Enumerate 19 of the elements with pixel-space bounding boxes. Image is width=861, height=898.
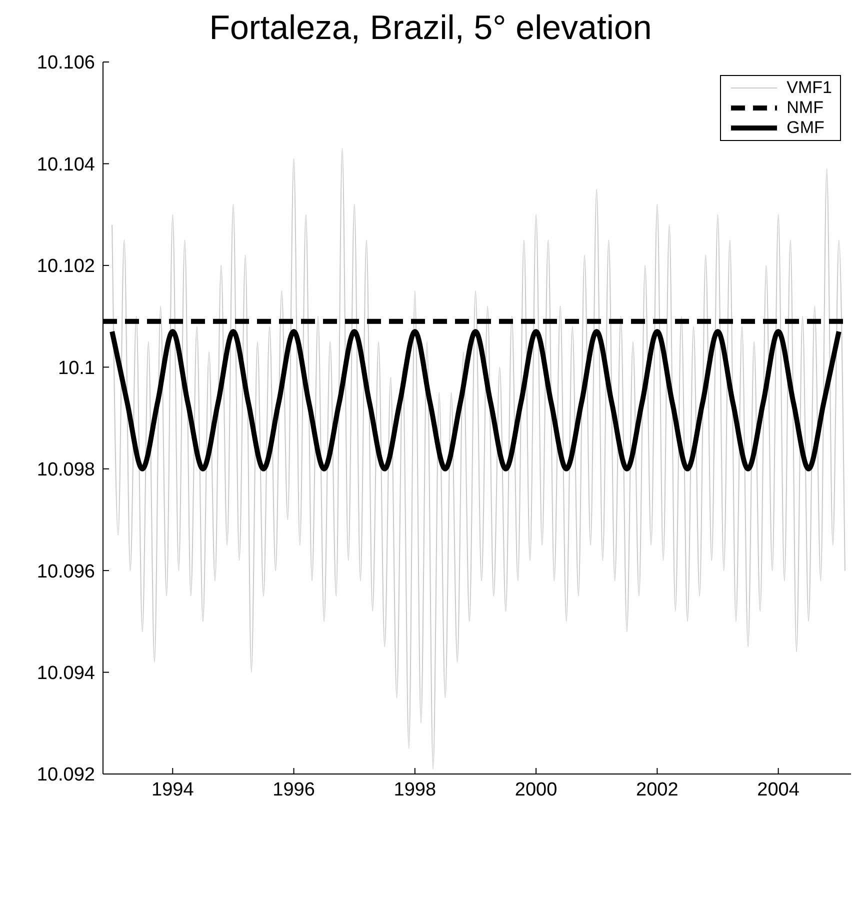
x-tick-label: 1998 (394, 779, 436, 800)
legend-label: GMF (786, 118, 824, 138)
chart-title: Fortaleza, Brazil, 5° elevation (208, 8, 653, 49)
y-tick-label: 10.096 (36, 561, 95, 582)
y-tick-label: 10.106 (36, 52, 95, 74)
x-tick-label: 2000 (514, 779, 558, 800)
x-tick-label: 1996 (272, 779, 315, 800)
legend-label: VMF1 (786, 78, 832, 98)
y-tick-label: 10.098 (36, 460, 95, 481)
line-series (112, 148, 846, 770)
y-tick-label: 10.1 (58, 358, 95, 379)
y-tick-label: 10.102 (36, 256, 95, 278)
x-tick-label: 2002 (636, 779, 678, 800)
y-tick-label: 10.104 (36, 154, 96, 176)
legend-label: NMF (786, 98, 824, 118)
y-tick-label: 10.094 (36, 663, 96, 684)
x-tick-label: 1994 (152, 779, 194, 800)
y-tick-label: 10.092 (36, 764, 95, 786)
x-tick-label: 2004 (757, 779, 800, 800)
